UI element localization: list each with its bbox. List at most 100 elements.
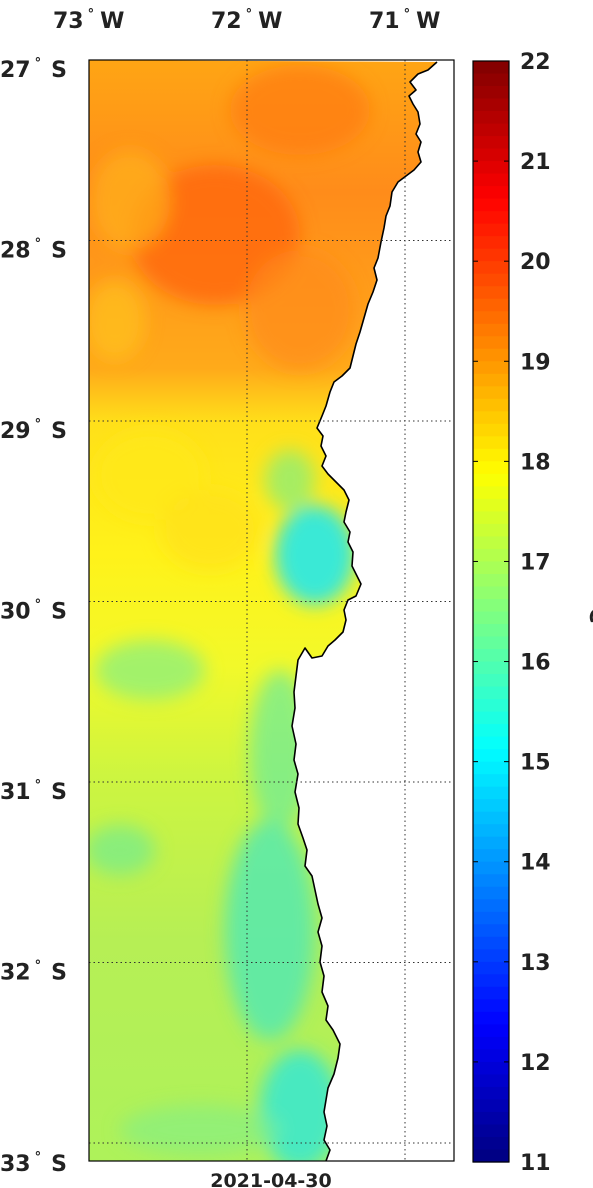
- colorbar-step: [473, 361, 509, 375]
- colorbar-step: [473, 273, 509, 287]
- colorbar-step: [473, 1074, 509, 1088]
- colorbar-tick-label: 18: [520, 450, 551, 475]
- colorbar-step: [473, 1111, 509, 1126]
- longitude-labels: 73 ° W 72 ° W 71 ° W: [53, 7, 440, 34]
- colorbar-tick-label: 20: [520, 250, 551, 275]
- map-frame: [88, 59, 455, 1162]
- colorbar-step: [473, 1049, 509, 1063]
- colorbar-step: [473, 911, 509, 925]
- colorbar-step: [473, 1061, 509, 1076]
- latitude-labels: 27 ° S 28 ° S 29 ° S 30 ° S 31 ° S 32 ° S 33 ° S: [0, 56, 67, 1177]
- colorbar-step: [473, 573, 509, 588]
- latitude-label: 31 ° S: [0, 778, 67, 805]
- colorbar-tick-label: 17: [520, 550, 551, 575]
- colorbar-step: [473, 761, 509, 775]
- colorbar-step: [473, 236, 509, 250]
- latitude-label: 33 ° S: [0, 1150, 67, 1177]
- colorbar-ticks: 22 21 20 19 18 17 16 15 14 13 12 11: [473, 50, 551, 1176]
- colorbar-tick-label: 22: [520, 50, 551, 75]
- colorbar-step: [473, 636, 509, 650]
- colorbar-tick-label: 21: [520, 150, 551, 175]
- colorbar-step: [473, 649, 509, 663]
- colorbar-step: [473, 61, 509, 75]
- colorbar-step: [473, 1124, 509, 1138]
- colorbar-step: [473, 448, 509, 462]
- colorbar-step: [473, 949, 509, 963]
- colorbar-step: [473, 561, 509, 575]
- colorbar-step: [473, 824, 509, 838]
- colorbar-step: [473, 148, 509, 162]
- colorbar-step: [473, 73, 509, 87]
- colorbar-step: [473, 398, 509, 412]
- colorbar-step: [473, 523, 509, 538]
- colorbar-step: [473, 699, 509, 713]
- colorbar-step: [473, 924, 509, 938]
- longitude-label: 71 ° W: [369, 7, 440, 34]
- colorbar-step: [473, 899, 509, 913]
- colorbar-step: [473, 686, 509, 700]
- colorbar-step: [473, 223, 509, 237]
- colorbar-step: [473, 173, 509, 187]
- colorbar-step: [473, 999, 509, 1013]
- colorbar-step: [473, 111, 509, 125]
- colorbar-step: [473, 724, 509, 738]
- colorbar-tick-label: 19: [520, 350, 551, 375]
- colorbar-step: [473, 811, 509, 825]
- colorbar-step: [473, 674, 509, 688]
- gridlines: [89, 60, 454, 1161]
- colorbar-tick-label: 16: [520, 651, 551, 676]
- colorbar-step: [473, 849, 509, 863]
- colorbar-step: [473, 211, 509, 225]
- latitude-label: 30 ° S: [0, 598, 67, 625]
- colorbar-step: [473, 586, 509, 600]
- colorbar-step: [473, 1099, 509, 1113]
- colorbar-step: [473, 411, 509, 425]
- colorbar-step: [473, 198, 509, 212]
- colorbar-step: [473, 598, 509, 613]
- colorbar-step: [473, 961, 509, 975]
- colorbar-step: [473, 799, 509, 813]
- colorbar-tick-label: 12: [520, 1051, 551, 1076]
- longitude-label: 72 ° W: [211, 7, 282, 34]
- colorbar-step: [473, 736, 509, 750]
- colorbar-step: [473, 136, 509, 150]
- colorbar-tick-label: 14: [520, 851, 551, 876]
- colorbar-step: [473, 536, 509, 550]
- latitude-label: 32 ° S: [0, 959, 67, 986]
- colorbar-step: [473, 423, 509, 437]
- colorbar-step: [473, 336, 509, 350]
- colorbar-step: [473, 461, 509, 475]
- colorbar-step: [473, 86, 509, 100]
- coastline: [291, 61, 438, 1161]
- longitude-label: 73 ° W: [53, 7, 124, 34]
- latitude-label: 28 ° S: [0, 237, 67, 264]
- colorbar-unit-label: °C: [584, 596, 593, 623]
- colorbar-step: [473, 774, 509, 788]
- colorbar-step: [473, 1024, 509, 1038]
- colorbar-step: [473, 661, 509, 675]
- colorbar-step: [473, 311, 509, 325]
- colorbar-step: [473, 548, 509, 563]
- colorbar-step: [473, 436, 509, 450]
- colorbar-step: [473, 323, 509, 337]
- colorbar-step: [473, 861, 509, 875]
- colorbar-tick-label: 11: [520, 1151, 551, 1176]
- colorbar-step: [473, 874, 509, 888]
- colorbar-step: [473, 1036, 509, 1050]
- colorbar-tick-label: 13: [520, 951, 551, 976]
- colorbar-step: [473, 248, 509, 262]
- colorbar-step: [473, 261, 509, 275]
- colorbar-step: [473, 624, 509, 638]
- colorbar-step: [473, 298, 509, 312]
- colorbar-step: [473, 886, 509, 900]
- colorbar-step: [473, 161, 509, 175]
- colorbar-tick-label: 15: [520, 751, 551, 776]
- colorbar-step: [473, 348, 509, 362]
- colorbar-frame: [472, 60, 510, 1163]
- colorbar-step: [473, 1086, 509, 1101]
- colorbar-step: [473, 286, 509, 300]
- colorbar-step: [473, 386, 509, 400]
- colorbar-step: [473, 611, 509, 625]
- colorbar-step: [473, 786, 509, 800]
